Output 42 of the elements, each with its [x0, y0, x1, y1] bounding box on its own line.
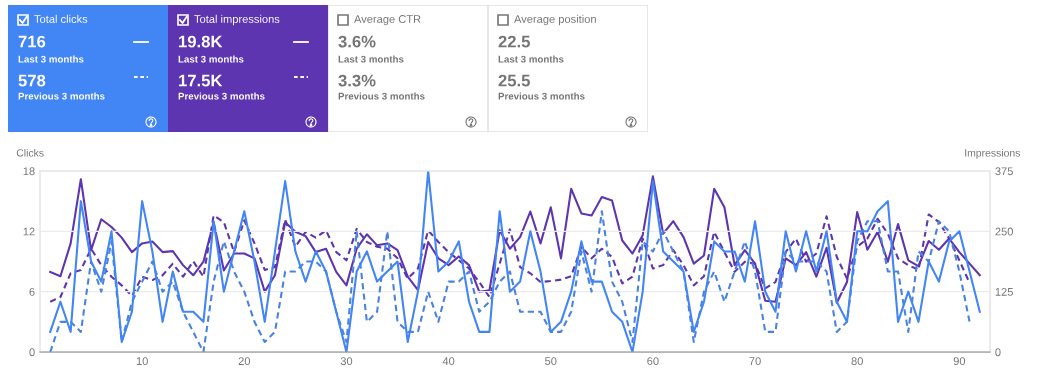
text: Previous 3 months — [178, 92, 265, 100]
text: Average CTR — [354, 15, 421, 26]
x-tick-label: 60 — [647, 357, 659, 366]
y-axis-title: Clicks — [16, 148, 44, 157]
text: Last 3 months — [18, 55, 84, 63]
y-tick-label: 0 — [29, 348, 35, 357]
x-tick-label: 40 — [442, 357, 455, 366]
line-series — [49, 210, 971, 352]
y2-axis-title: Impressions — [965, 148, 1021, 159]
y2-tick-label: 250 — [995, 227, 1013, 236]
text: Last 3 months — [178, 55, 244, 63]
x-tick-label: 10 — [136, 357, 148, 366]
text: 3.3% — [338, 74, 376, 87]
text: Last 3 months — [338, 55, 404, 63]
text: 578 — [18, 74, 46, 87]
text: Total impressions — [194, 14, 280, 26]
line-series — [49, 171, 981, 352]
x-tick-label: 70 — [749, 357, 761, 366]
text: Average position — [514, 14, 596, 26]
x-tick-label: 20 — [238, 357, 251, 366]
x-tick-label: 80 — [851, 357, 863, 366]
text: 3.6% — [338, 35, 376, 48]
y-tick-label: 6 — [29, 287, 35, 296]
text: Total clicks — [34, 14, 88, 23]
y-tick-label: 18 — [23, 167, 35, 176]
x-tick-label: 30 — [340, 357, 353, 366]
x-tick-label: 50 — [545, 357, 557, 366]
y2-tick-label: 375 — [995, 167, 1013, 176]
y-tick-label: 12 — [23, 227, 35, 236]
x-tick-label: 90 — [953, 357, 966, 366]
text: 19.8K — [179, 35, 223, 48]
y2-tick-label: 0 — [995, 348, 1001, 357]
text: 17.5K — [179, 74, 223, 87]
text: 25.5 — [498, 74, 530, 87]
text: 716 — [18, 35, 46, 48]
text: Previous 3 months — [18, 92, 105, 100]
text: Previous 3 months — [498, 92, 585, 100]
text: Previous 3 months — [338, 92, 425, 100]
y2-tick-label: 125 — [995, 287, 1013, 296]
line-series — [49, 175, 981, 304]
text: 22.5 — [498, 35, 530, 48]
text: Last 3 months — [498, 55, 564, 63]
